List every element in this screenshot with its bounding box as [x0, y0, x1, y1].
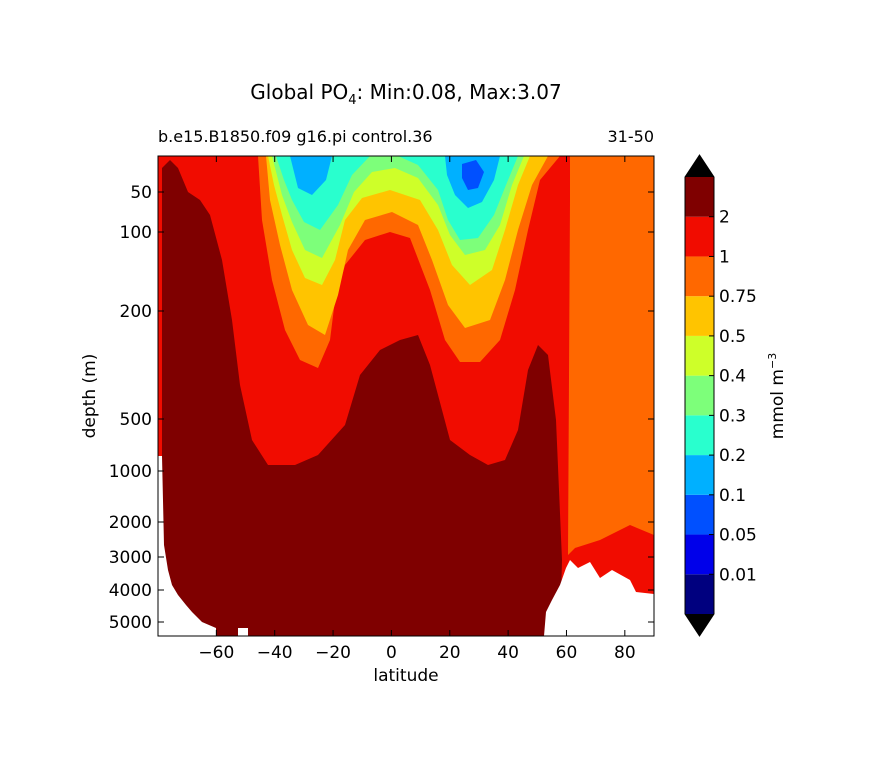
colorbar-segment: [685, 415, 714, 456]
chart-subtitle-left: b.e15.B1850.f09 g16.pi control.36: [158, 127, 433, 146]
colorbar: 0.01 0.05 0.1 0.2 0.3 0.4 0.5 0.75 1 2: [684, 154, 757, 637]
colorbar-tick-label: 0.75: [719, 287, 757, 307]
colorbar-segment: [685, 455, 714, 495]
plot-frame: [157, 155, 655, 637]
colorbar-segment: [685, 177, 714, 217]
colorbar-tick-label: 0.2: [719, 446, 746, 466]
colorbar-extend-min: [685, 614, 714, 636]
y-tick-label: 1000: [109, 462, 152, 482]
colorbar-tick-label: 1: [719, 247, 730, 267]
x-tick-label: −20: [315, 643, 351, 663]
colorbar-segment: [685, 256, 714, 297]
colorbar-tick-label: 2: [719, 208, 730, 228]
y-tick-label: 200: [120, 302, 152, 322]
band-0.05: [462, 160, 484, 190]
x-tick-label: 0: [386, 643, 397, 663]
colorbar-segment: [685, 375, 714, 416]
y-axis-ticks: 50 100 200 500 1000 2000 3000 4000 5000: [109, 183, 654, 633]
y-tick-label: 2000: [109, 513, 152, 533]
colorbar-segment: [685, 494, 714, 535]
colorbar-tick-label: 0.01: [719, 565, 757, 585]
y-tick-label: 5000: [109, 613, 152, 633]
colorbar-extend-max: [685, 155, 714, 177]
seafloor-sub: [238, 628, 248, 636]
chart-title: Global PO4: Min:0.08, Max:3.07: [250, 80, 561, 108]
colorbar-segment: [685, 216, 714, 257]
x-axis-label: latitude: [373, 666, 438, 686]
band-0.1-south: [290, 156, 332, 195]
x-tick-label: 40: [497, 643, 519, 663]
y-tick-label: 3000: [109, 548, 152, 568]
colorbar-tick-label: 0.3: [719, 406, 746, 426]
colorbar-segment: [685, 534, 714, 575]
colorbar-segment: [685, 335, 714, 376]
y-tick-label: 100: [120, 223, 152, 243]
plot-area: [158, 156, 654, 636]
colorbar-outline: [684, 154, 715, 637]
y-tick-label: 500: [120, 410, 152, 430]
x-tick-label: −60: [198, 643, 234, 663]
seafloor-north: [544, 560, 654, 636]
y-tick-label: 50: [130, 183, 152, 203]
band-2-deep: [162, 160, 562, 636]
chart-subtitle-right: 31-50: [608, 127, 655, 146]
colorbar-tick-label: 0.1: [719, 486, 746, 506]
seafloor-south: [158, 456, 216, 636]
colorbar-tick-label: 0.5: [719, 327, 746, 347]
y-axis-label: depth (m): [80, 354, 100, 439]
x-tick-label: 80: [614, 643, 636, 663]
colorbar-segment: [685, 296, 714, 336]
colorbar-segment: [685, 574, 714, 614]
colorbar-label: mmol m−3: [766, 353, 788, 439]
band-east-0.75: [568, 156, 654, 555]
x-tick-label: −40: [257, 643, 293, 663]
x-axis-ticks: −60 −40 −20 0 20 40 60 80: [198, 156, 636, 663]
colorbar-tick-label: 0.4: [719, 367, 746, 387]
x-tick-label: 60: [556, 643, 578, 663]
y-tick-label: 4000: [109, 581, 152, 601]
x-tick-label: 20: [439, 643, 461, 663]
colorbar-tick-label: 0.05: [719, 526, 757, 546]
